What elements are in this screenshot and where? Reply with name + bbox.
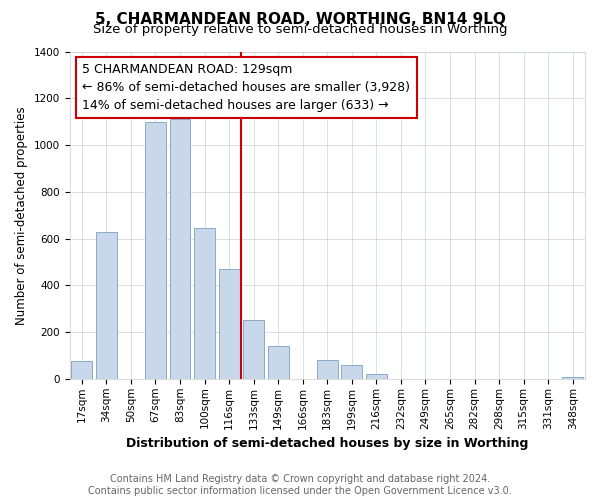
Bar — [218, 269, 239, 379]
Text: Size of property relative to semi-detached houses in Worthing: Size of property relative to semi-detach… — [93, 22, 507, 36]
Bar — [243, 320, 264, 379]
Bar — [170, 120, 190, 379]
Bar — [268, 346, 289, 379]
Bar — [96, 232, 117, 379]
X-axis label: Distribution of semi-detached houses by size in Worthing: Distribution of semi-detached houses by … — [126, 437, 529, 450]
Bar — [194, 228, 215, 379]
Bar — [366, 374, 387, 379]
Text: 5 CHARMANDEAN ROAD: 129sqm
← 86% of semi-detached houses are smaller (3,928)
14%: 5 CHARMANDEAN ROAD: 129sqm ← 86% of semi… — [82, 63, 410, 112]
Bar — [341, 365, 362, 379]
Bar — [71, 362, 92, 379]
Bar — [317, 360, 338, 379]
Bar — [145, 122, 166, 379]
Text: 5, CHARMANDEAN ROAD, WORTHING, BN14 9LQ: 5, CHARMANDEAN ROAD, WORTHING, BN14 9LQ — [95, 12, 505, 28]
Bar — [562, 376, 583, 379]
Text: Contains HM Land Registry data © Crown copyright and database right 2024.
Contai: Contains HM Land Registry data © Crown c… — [88, 474, 512, 496]
Y-axis label: Number of semi-detached properties: Number of semi-detached properties — [15, 106, 28, 324]
